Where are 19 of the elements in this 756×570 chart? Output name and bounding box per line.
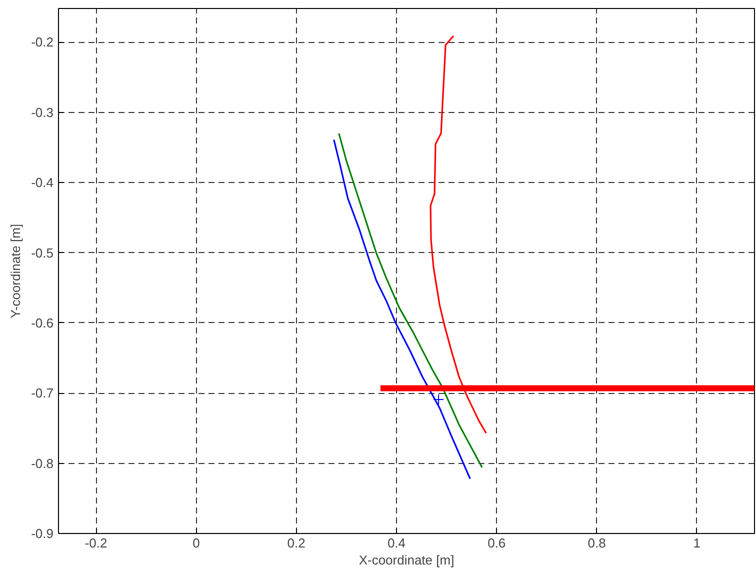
y-tick-label: -0.7 (31, 386, 54, 401)
line-series (338, 132, 483, 468)
x-tick-label: 0.6 (488, 536, 506, 550)
y-tick-label: -0.5 (31, 245, 54, 260)
y-tick-label: -0.9 (31, 526, 54, 541)
y-tick-label: -0.4 (31, 175, 54, 190)
y-tick-label: -0.3 (31, 104, 54, 120)
x-tick-label: 0 (192, 536, 200, 550)
x-tick-label: 1 (693, 536, 701, 550)
x-axis-title: X-coordinate [m] (358, 552, 454, 568)
y-tick-label: -0.8 (31, 456, 54, 471)
line-series (333, 138, 471, 480)
y-tick-label: -0.2 (31, 34, 54, 50)
x-tick-label: 0.4 (387, 536, 406, 550)
x-tick-label: -0.2 (84, 536, 108, 550)
x-tick-label: 0.2 (287, 536, 306, 550)
x-tick-label: 0.8 (588, 536, 606, 550)
y-tick-label: -0.6 (31, 315, 54, 330)
y-axis-title: Y-coordinate [m] (8, 224, 24, 318)
